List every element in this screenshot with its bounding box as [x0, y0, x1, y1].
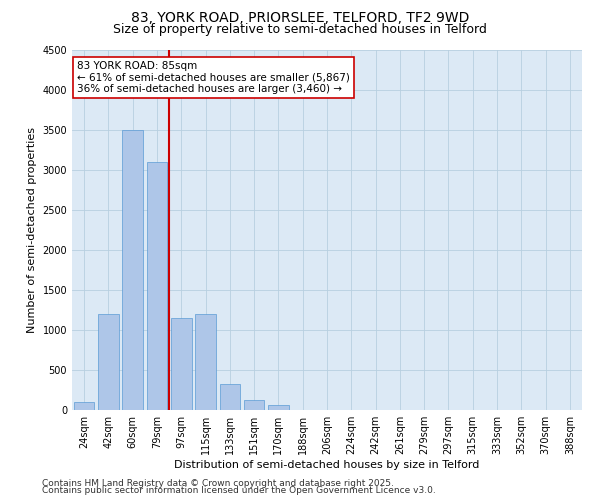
- Bar: [195, 314, 216, 410]
- Bar: [122, 130, 143, 410]
- Bar: [74, 402, 94, 410]
- Text: Contains HM Land Registry data © Crown copyright and database right 2025.: Contains HM Land Registry data © Crown c…: [42, 478, 394, 488]
- Bar: [171, 318, 191, 410]
- Text: Contains public sector information licensed under the Open Government Licence v3: Contains public sector information licen…: [42, 486, 436, 495]
- Bar: [98, 314, 119, 410]
- Bar: [268, 405, 289, 410]
- Text: 83 YORK ROAD: 85sqm
← 61% of semi-detached houses are smaller (5,867)
36% of sem: 83 YORK ROAD: 85sqm ← 61% of semi-detach…: [77, 61, 350, 94]
- Bar: [146, 162, 167, 410]
- Bar: [220, 384, 240, 410]
- Y-axis label: Number of semi-detached properties: Number of semi-detached properties: [27, 127, 37, 333]
- Text: Size of property relative to semi-detached houses in Telford: Size of property relative to semi-detach…: [113, 22, 487, 36]
- X-axis label: Distribution of semi-detached houses by size in Telford: Distribution of semi-detached houses by …: [175, 460, 479, 470]
- Text: 83, YORK ROAD, PRIORSLEE, TELFORD, TF2 9WD: 83, YORK ROAD, PRIORSLEE, TELFORD, TF2 9…: [131, 12, 469, 26]
- Bar: [244, 400, 265, 410]
